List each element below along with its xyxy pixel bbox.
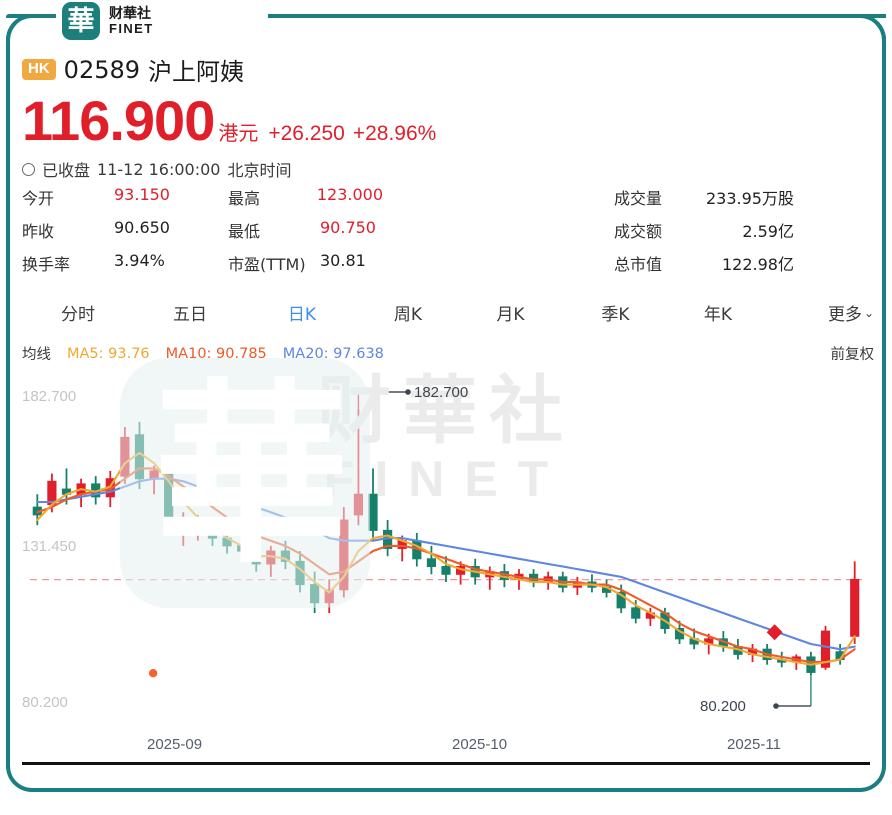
quote-timezone: 北京时间	[227, 161, 292, 180]
symbol-name: 沪上阿姨	[148, 58, 245, 86]
brand-logo-text: 财華社 FINET	[109, 7, 154, 35]
stat-label: 最高	[228, 189, 261, 208]
stat-volume: 成交量 233.95万股	[538, 185, 794, 209]
tab-monthly-k[interactable]: 月K	[496, 305, 525, 325]
high-annotation-label: 182.700	[414, 384, 469, 401]
frame-top-right-rule	[268, 14, 886, 18]
symbol-row: HK 02589 沪上阿姨	[22, 52, 870, 87]
x-axis-label-1: 2025-09	[147, 736, 203, 753]
stat-value: 233.95万股	[706, 189, 794, 208]
ma5-value: MA5: 93.76	[67, 345, 150, 362]
more-label: 更多	[827, 305, 862, 325]
chevron-down-icon: ⌄	[863, 305, 874, 320]
stat-value: 93.150	[114, 185, 170, 204]
stat-value: 90.750	[320, 218, 376, 237]
stat-value: 123.000	[316, 185, 383, 204]
adjust-mode-button[interactable]: 前复权	[830, 347, 875, 363]
stat-turnover-rate: 换手率 3.94%	[22, 251, 228, 275]
tab-timeline[interactable]: 分时	[61, 305, 95, 325]
brand-name-cn: 财華社	[109, 6, 151, 22]
tab-yearly-k[interactable]: 年K	[703, 305, 733, 325]
stat-value: 3.94%	[114, 251, 165, 270]
stat-label: 昨收	[22, 222, 55, 241]
last-price: 116.900	[22, 89, 215, 152]
tab-weekly-k[interactable]: 周K	[393, 305, 423, 325]
stat-market-cap: 总市值 122.98亿	[538, 251, 794, 275]
finet-logo-icon: 華	[62, 2, 100, 40]
market-status: 已收盘	[42, 161, 91, 180]
price-row: 116.900 港元 +26.250 +28.96%	[22, 93, 870, 149]
y-axis-label-bottom: 80.200	[22, 694, 68, 711]
frame-corner-top-left	[6, 14, 36, 44]
ma20-value: MA20: 97.638	[282, 345, 384, 362]
frame-corner-top-right	[856, 14, 886, 44]
candlestick-chart[interactable]: 華 财華社 FINET 182.700 131.450 80.200 2025-…	[12, 358, 880, 753]
stat-label: 换手率	[22, 255, 71, 274]
y-axis-label-mid: 131.450	[22, 538, 77, 555]
stat-label: 成交额	[613, 222, 662, 241]
x-axis-label-3: 2025-11	[727, 736, 781, 753]
tab-five-day[interactable]: 五日	[173, 305, 207, 325]
y-axis-label-top: 182.700	[22, 388, 77, 405]
stat-prev-close: 昨收 90.650	[22, 218, 228, 242]
stat-low: 最低 90.750	[228, 218, 383, 242]
more-periods-button[interactable]: 更多 ⌄	[828, 300, 874, 325]
x-axis-label-2: 2025-10	[452, 736, 508, 753]
bottom-divider	[22, 762, 870, 765]
brand-logo: 華 财華社 FINET	[56, 0, 160, 42]
stat-open: 今开 93.150	[22, 185, 228, 209]
ma-legend-title: 均线	[22, 347, 51, 363]
stat-turnover: 成交额 2.59亿	[538, 218, 794, 242]
stat-value: 30.81	[320, 251, 366, 270]
chart-period-tabs: 分时 五日 日K 周K 月K 季K 年K 更多 ⌄	[22, 297, 874, 328]
moving-average-legend: 均线 MA5: 93.76 MA10: 90.785 MA20: 97.638 …	[22, 343, 874, 364]
clock-circle-icon	[22, 162, 35, 176]
price-change: +26.250	[268, 122, 345, 145]
stat-label: 总市值	[613, 255, 662, 274]
stat-high: 最高 123.000	[228, 185, 383, 209]
quote-header: HK 02589 沪上阿姨 116.900 港元 +26.250 +28.96%…	[22, 52, 870, 181]
currency-label: 港元	[218, 121, 259, 145]
tab-quarter-k[interactable]: 季K	[601, 305, 630, 325]
brand-name-en: FINET	[109, 21, 154, 36]
tab-daily-k[interactable]: 日K	[287, 305, 317, 325]
stat-value: 2.59亿	[742, 222, 794, 241]
stat-label: 市盈(TTM)	[228, 255, 306, 274]
stat-value: 122.98亿	[722, 255, 794, 274]
market-status-row: 已收盘 11-12 16:00:00 北京时间	[22, 157, 870, 181]
stat-label: 今开	[22, 189, 55, 208]
stats-grid: 今开 93.150 最高 123.000 成交量 233.95万股 昨收 90.…	[22, 185, 874, 275]
quote-timestamp: 11-12 16:00:00	[97, 159, 221, 179]
market-badge: HK	[22, 58, 56, 81]
stat-label: 成交量	[613, 189, 662, 208]
ma10-value: MA10: 90.785	[165, 345, 267, 362]
chart-canvas	[30, 389, 862, 709]
stat-value: 90.650	[114, 218, 170, 237]
stat-pe-ttm: 市盈(TTM) 30.81	[228, 251, 383, 275]
symbol-code: 02589	[63, 55, 141, 84]
low-annotation-label: 80.200	[700, 698, 746, 715]
price-change-percent: +28.96%	[352, 122, 437, 145]
stat-label: 最低	[228, 222, 261, 241]
